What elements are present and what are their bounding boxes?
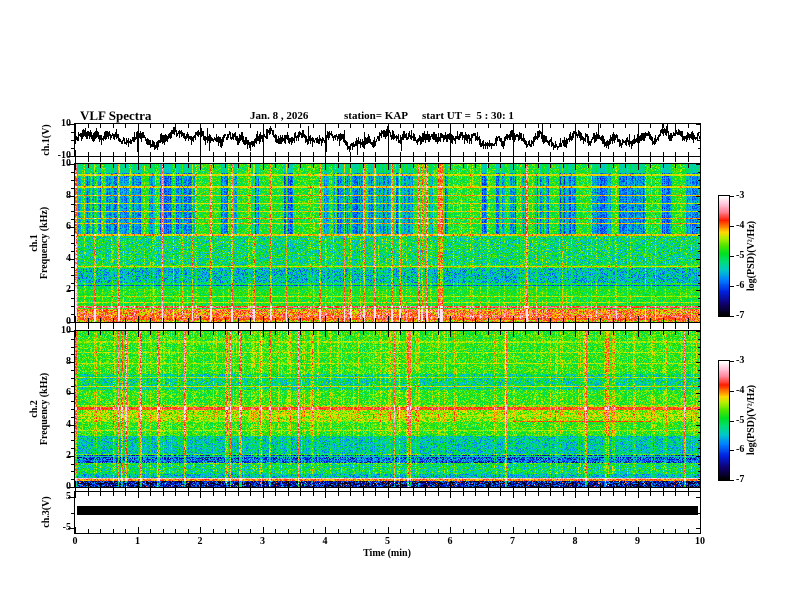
colorbar1-tick-label: -7 — [736, 310, 745, 321]
ch1-spec-tick-label: 8 — [66, 189, 71, 201]
ch1-spec-tick-label: 2 — [66, 284, 71, 296]
colorbar2-tick-label: -6 — [736, 444, 745, 456]
ch1-spec-tick-label: 6 — [66, 221, 71, 233]
header-station: station= KAP — [344, 110, 409, 122]
time-tick-label: 9 — [635, 536, 640, 547]
ch1-spec-tick-label: 10 — [61, 158, 71, 169]
time-tick-label: 5 — [385, 536, 390, 547]
time-tick-label: 10 — [695, 536, 705, 547]
colorbar2-tick-label: -4 — [736, 384, 745, 396]
ch1-spec-ylabel: ch.1 Frequency (kHz) — [29, 206, 50, 280]
colorbar2-tick-label: -7 — [736, 474, 745, 485]
ch2-spec-tick-label: 6 — [66, 387, 71, 399]
ch2-spec-tick-label: 2 — [66, 449, 71, 461]
time-tick-label: 1 — [135, 536, 140, 547]
colorbar2-tick-label: -3 — [736, 355, 745, 366]
colorbar1-tick-label: -3 — [736, 190, 745, 201]
ch2-colorbar — [719, 361, 729, 480]
ch1-spec-tick-label: 0 — [66, 316, 71, 327]
ch2-spec-tick-label: 4 — [66, 418, 71, 430]
ch1-wave-tick-label: 10 — [61, 118, 71, 129]
ch2-spec-tick-label: 0 — [66, 481, 71, 492]
ch3-saturation-bar — [77, 506, 698, 515]
ch1-spec-tick-label: 4 — [66, 252, 71, 264]
time-tick-label: 7 — [510, 536, 515, 547]
time-axis-label: Time (min) — [363, 548, 411, 559]
header-start-ut: start UT = 5 : 30: 1 — [422, 110, 514, 122]
ch2-spec-ylabel: ch.2 Frequency (kHz) — [29, 372, 50, 446]
page-title: VLF Spectra — [80, 108, 152, 123]
ch2-spec-tick-label: 8 — [66, 356, 71, 368]
colorbar1-tick-label: -6 — [736, 280, 745, 291]
colorbar2-label: log(PSD)(V²/Hz) — [746, 384, 757, 456]
time-tick-label: 3 — [260, 536, 265, 547]
ch1-waveform-canvas — [75, 124, 700, 156]
time-tick-label: 4 — [322, 536, 328, 547]
colorbar2-tick-label: -5 — [736, 414, 745, 426]
colorbar1-tick-label: -4 — [736, 220, 745, 231]
header-date: Jan. 8 , 2026 — [250, 110, 309, 122]
colorbar1-tick-label: -5 — [736, 250, 745, 261]
ch3-wave-tick-label: -5 — [62, 521, 71, 533]
ch1-spectrogram-canvas — [75, 164, 700, 322]
ch1-wave-tick-label: -10 — [57, 150, 71, 161]
ch2-spectrogram-canvas — [75, 331, 700, 487]
ch1-colorbar — [719, 196, 729, 316]
colorbar1-label: log(PSD)(V²/Hz) — [746, 220, 757, 292]
time-tick-label: 6 — [447, 536, 453, 547]
ch3-wave-tick-label: 5 — [66, 491, 71, 503]
ch2-spec-tick-label: 10 — [61, 325, 71, 336]
time-tick-label: 0 — [72, 536, 78, 547]
ch1-spec-ylabel-line2: Frequency (kHz) — [39, 206, 50, 280]
time-tick-label: 8 — [572, 536, 578, 547]
time-tick-label: 2 — [197, 536, 203, 547]
ch2-spec-ylabel-line2: Frequency (kHz) — [39, 372, 50, 446]
